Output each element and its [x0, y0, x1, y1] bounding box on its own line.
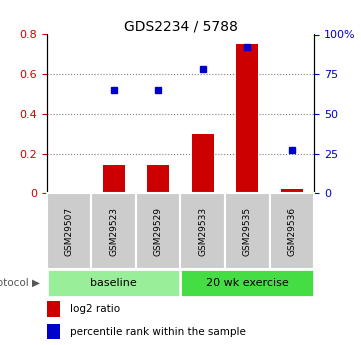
Bar [47, 324, 60, 339]
Bar [280, 189, 303, 193]
Bar [147, 165, 169, 193]
Text: GSM29533: GSM29533 [198, 207, 207, 256]
Text: GSM29536: GSM29536 [287, 207, 296, 256]
Bar [270, 193, 314, 269]
Bar [91, 193, 136, 269]
Text: GSM29529: GSM29529 [154, 207, 163, 256]
Text: percentile rank within the sample: percentile rank within the sample [70, 327, 246, 337]
Text: GSM29535: GSM29535 [243, 207, 252, 256]
Bar [47, 193, 91, 269]
Bar [136, 193, 180, 269]
Title: GDS2234 / 5788: GDS2234 / 5788 [123, 19, 238, 33]
Bar [180, 269, 314, 297]
Bar [225, 193, 270, 269]
Bar [47, 301, 60, 317]
Text: GSM29523: GSM29523 [109, 207, 118, 256]
Text: protocol ▶: protocol ▶ [0, 278, 40, 288]
Text: baseline: baseline [90, 278, 137, 288]
Bar [180, 193, 225, 269]
Bar [103, 165, 125, 193]
Bar [192, 134, 214, 193]
Text: GSM29507: GSM29507 [65, 207, 74, 256]
Text: log2 ratio: log2 ratio [70, 304, 121, 314]
Bar [47, 269, 180, 297]
Bar [236, 45, 258, 193]
Text: 20 wk exercise: 20 wk exercise [206, 278, 289, 288]
